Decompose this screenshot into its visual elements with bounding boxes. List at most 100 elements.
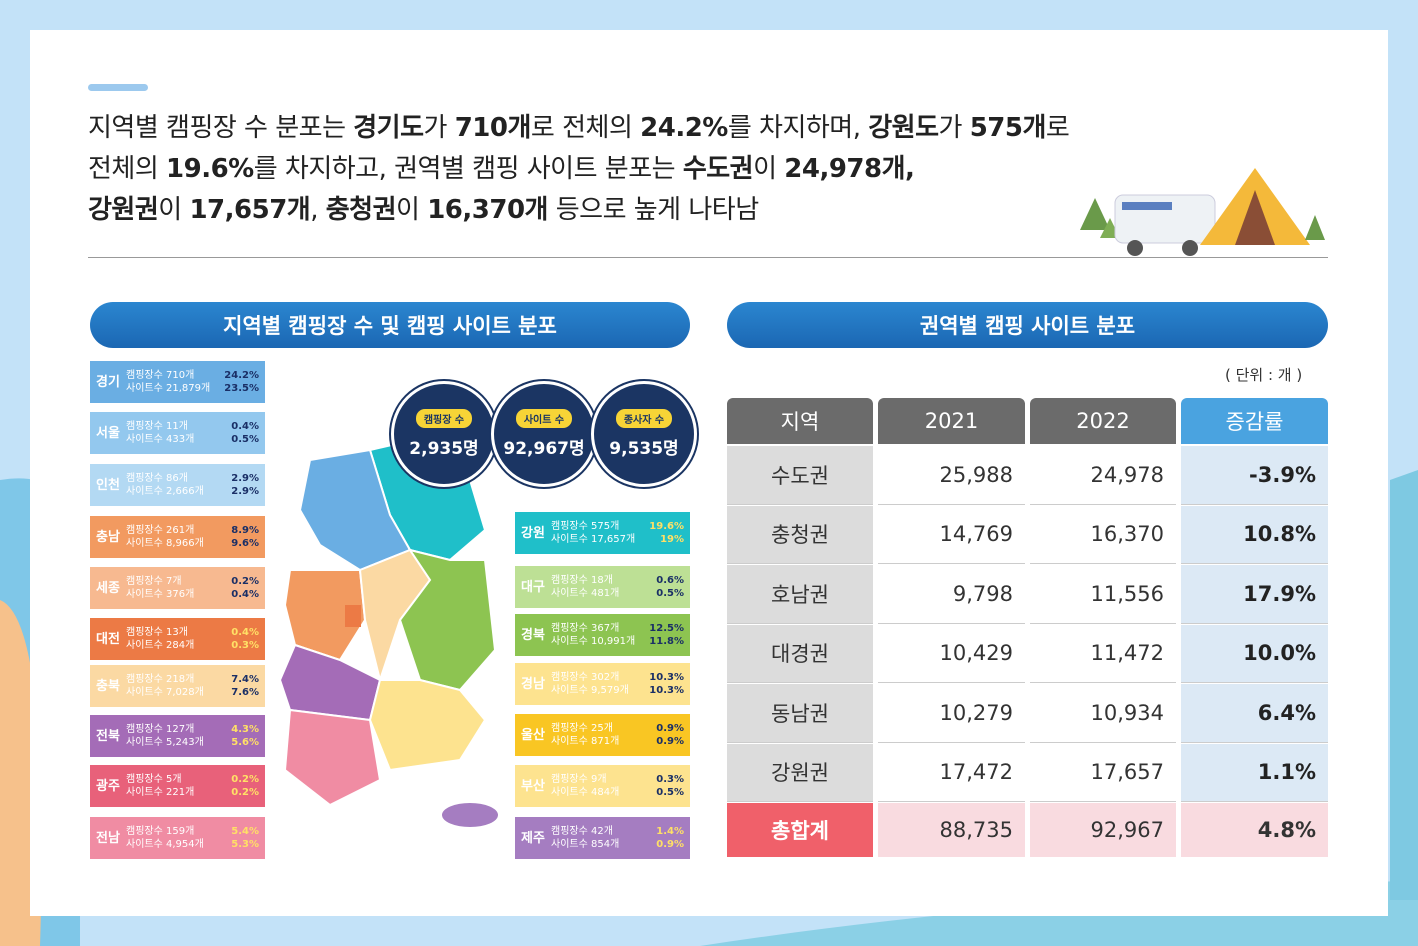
table-cell: 10.8% bbox=[1181, 505, 1328, 564]
site-count: 사이트수 2,666개 bbox=[126, 486, 204, 497]
campsite-pct: 1.4% bbox=[656, 826, 684, 837]
site-count: 사이트수 221개 bbox=[126, 787, 195, 798]
region-box: 대전 캠핑장수 13개 사이트수 284개 0.4% 0.3% bbox=[90, 618, 265, 660]
campsite-pct: 2.9% bbox=[231, 473, 259, 484]
headline-segment: 수도권 bbox=[682, 154, 754, 184]
headline-segment: 24,978개, bbox=[784, 154, 915, 184]
campsite-count: 캠핑장수 9개 bbox=[551, 774, 607, 785]
campsite-count: 캠핑장수 11개 bbox=[126, 421, 188, 432]
table-cell: -3.9% bbox=[1181, 446, 1328, 505]
region-name: 세종 bbox=[96, 580, 120, 596]
region-name: 경남 bbox=[521, 676, 545, 692]
site-count: 사이트수 4,954개 bbox=[126, 839, 204, 850]
region-name: 충남 bbox=[96, 529, 120, 545]
headline: 지역별 캠핑장 수 분포는 경기도가 710개로 전체의 24.2%를 차지하며… bbox=[88, 108, 1070, 231]
campsite-count: 캠핑장수 18개 bbox=[551, 575, 613, 586]
region-pct: 10.3% 10.3% bbox=[644, 671, 690, 697]
stat-value: 2,935명 bbox=[409, 439, 479, 459]
campsite-count: 캠핑장수 367개 bbox=[551, 623, 620, 634]
region-box: 충북 캠핑장수 218개 사이트수 7,028개 7.4% 7.6% bbox=[90, 665, 265, 707]
table-cell: 24,978 bbox=[1030, 446, 1176, 505]
table-cell: 수도권 bbox=[727, 446, 873, 505]
total-cell: 총합계 bbox=[727, 803, 873, 857]
campsite-count: 캠핑장수 7개 bbox=[126, 576, 182, 587]
stat-value: 92,967명 bbox=[503, 439, 585, 459]
site-pct: 2.9% bbox=[231, 486, 259, 497]
table-cell: 동남권 bbox=[727, 684, 873, 743]
campsite-count: 캠핑장수 5개 bbox=[126, 774, 182, 785]
stat-circle: 종사자 수 9,535명 bbox=[591, 381, 697, 487]
site-count: 사이트수 484개 bbox=[551, 787, 620, 798]
stat-label: 캠핑장 수 bbox=[415, 409, 473, 428]
campsite-count: 캠핑장수 302개 bbox=[551, 672, 620, 683]
site-pct: 5.6% bbox=[231, 737, 259, 748]
total-cell: 88,735 bbox=[878, 803, 1025, 857]
region-name: 전남 bbox=[96, 830, 120, 846]
table-cell: 충청권 bbox=[727, 505, 873, 564]
headline-line: 전체의 19.6%를 차지하고, 권역별 캠핑 사이트 분포는 수도권이 24,… bbox=[88, 149, 1069, 190]
campsite-count: 캠핑장수 261개 bbox=[126, 525, 195, 536]
region-text: 캠핑장수 261개 사이트수 8,966개 bbox=[126, 524, 219, 550]
campsite-count: 캠핑장수 42개 bbox=[551, 826, 613, 837]
site-count: 사이트수 376개 bbox=[126, 589, 195, 600]
campsite-pct: 4.3% bbox=[231, 724, 259, 735]
table-cell: 16,370 bbox=[1030, 505, 1176, 564]
region-pct: 12.5% 11.8% bbox=[644, 622, 690, 648]
region-name: 제주 bbox=[521, 830, 545, 846]
region-pct: 19.6% 19% bbox=[644, 520, 690, 546]
region-box: 울산 캠핑장수 25개 사이트수 871개 0.9% 0.9% bbox=[515, 714, 690, 756]
site-count: 사이트수 10,991개 bbox=[551, 636, 636, 647]
region-box: 경남 캠핑장수 302개 사이트수 9,579개 10.3% 10.3% bbox=[515, 663, 690, 705]
table-cell: 17,472 bbox=[878, 743, 1025, 802]
region-box: 세종 캠핑장수 7개 사이트수 376개 0.2% 0.4% bbox=[90, 567, 265, 609]
region-name: 충북 bbox=[96, 678, 120, 694]
region-pct: 0.2% 0.2% bbox=[219, 773, 265, 799]
korea-map bbox=[278, 433, 498, 827]
headline-line: 강원권이 17,657개, 충청권이 16,370개 등으로 높게 나타남 bbox=[88, 190, 1069, 231]
headline-segment: 이 bbox=[396, 195, 428, 225]
campsite-pct: 12.5% bbox=[649, 623, 684, 634]
region-pct: 1.4% 0.9% bbox=[644, 825, 690, 851]
campsite-count: 캠핑장수 86개 bbox=[126, 473, 188, 484]
table-cell: 10,934 bbox=[1030, 684, 1176, 743]
region-pct: 0.4% 0.5% bbox=[219, 420, 265, 446]
total-cell: 92,967 bbox=[1030, 803, 1176, 857]
header-cell: 2021 bbox=[878, 398, 1025, 444]
headline-segment: 가 bbox=[938, 113, 970, 143]
campsite-count: 캠핑장수 25개 bbox=[551, 723, 613, 734]
site-count: 사이트수 7,028개 bbox=[126, 687, 204, 698]
region-pct: 2.9% 2.9% bbox=[219, 472, 265, 498]
region-text: 캠핑장수 710개 사이트수 21,879개 bbox=[126, 369, 219, 395]
table-cell: 14,769 bbox=[878, 505, 1025, 564]
headline-segment: 강원도 bbox=[868, 113, 939, 143]
campsite-pct: 0.2% bbox=[231, 576, 259, 587]
table-cell: 11,556 bbox=[1030, 565, 1176, 624]
headline-segment: 24.2% bbox=[640, 113, 728, 143]
region-box: 강원 캠핑장수 575개 사이트수 17,657개 19.6% 19% bbox=[515, 512, 690, 554]
region-name: 서울 bbox=[96, 425, 120, 441]
region-text: 캠핑장수 127개 사이트수 5,243개 bbox=[126, 723, 219, 749]
site-pct: 0.5% bbox=[231, 434, 259, 445]
headline-segment: 강원권 bbox=[88, 195, 159, 225]
headline-segment: 이 bbox=[158, 195, 190, 225]
campsite-pct: 8.9% bbox=[231, 525, 259, 536]
site-pct: 0.9% bbox=[656, 839, 684, 850]
table-cell: 1.1% bbox=[1181, 743, 1328, 802]
stat-label: 종사자 수 bbox=[615, 409, 673, 428]
table-cell: 10,279 bbox=[878, 684, 1025, 743]
table-cell: 17,657 bbox=[1030, 743, 1176, 802]
campsite-pct: 0.3% bbox=[656, 774, 684, 785]
region-name: 대구 bbox=[521, 579, 545, 595]
region-name: 전북 bbox=[96, 728, 120, 744]
region-pct: 0.6% 0.5% bbox=[644, 574, 690, 600]
campsite-count: 캠핑장수 575개 bbox=[551, 521, 620, 532]
campsite-count: 캠핑장수 218개 bbox=[126, 674, 195, 685]
stat-label: 사이트 수 bbox=[515, 409, 573, 428]
region-pct: 4.3% 5.6% bbox=[219, 723, 265, 749]
headline-line: 지역별 캠핑장 수 분포는 경기도가 710개로 전체의 24.2%를 차지하며… bbox=[88, 108, 1070, 149]
site-pct: 0.3% bbox=[231, 640, 259, 651]
